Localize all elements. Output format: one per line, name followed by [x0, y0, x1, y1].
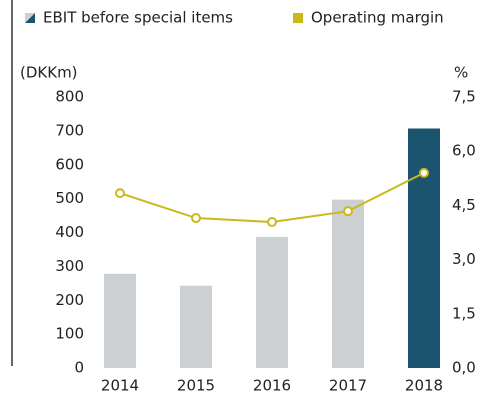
y-tick-label: 700 [55, 121, 84, 139]
line-marker [115, 188, 125, 199]
x-tick-label: 2017 [329, 377, 367, 395]
legend-icon [25, 13, 35, 23]
y-tick-label: 100 [55, 325, 84, 343]
line-marker [419, 167, 429, 178]
line-marker [191, 213, 201, 224]
y2-tick-label: 4,5 [452, 196, 476, 214]
legend: EBIT before special items Operating marg… [25, 9, 444, 27]
legend-icon [293, 13, 303, 23]
bar [104, 273, 136, 368]
y-tick-label: 0 [74, 359, 84, 377]
y-tick-label: 400 [55, 223, 84, 241]
legend-label: Operating margin [311, 9, 444, 27]
y2-axis-label: % [454, 64, 468, 82]
y2-tick-label: 1,5 [452, 304, 476, 322]
y2-tick-label: 6,0 [452, 142, 476, 160]
line-marker [267, 217, 277, 228]
y-tick-label: 800 [55, 88, 84, 106]
x-tick-label: 2016 [253, 377, 291, 395]
bar [180, 285, 212, 368]
x-tick-label: 2014 [101, 377, 139, 395]
y-tick-label: 200 [55, 291, 84, 309]
y2-tick-label: 7,5 [452, 88, 476, 106]
y-tick-label: 600 [55, 155, 84, 173]
y2-tick-label: 3,0 [452, 250, 476, 268]
line [119, 171, 425, 224]
x-tick-label: 2018 [405, 377, 443, 395]
bar [332, 199, 364, 368]
legend-label: EBIT before special items [43, 9, 233, 27]
bar [408, 128, 440, 368]
y2-tick-label: 0,0 [452, 359, 476, 377]
x-tick-label: 2015 [177, 377, 215, 395]
line-marker [343, 206, 353, 217]
y-tick-label: 500 [55, 189, 84, 207]
bar [256, 236, 288, 368]
y-tick-label: 300 [55, 257, 84, 275]
y-axis-label: (DKKm) [20, 64, 78, 82]
